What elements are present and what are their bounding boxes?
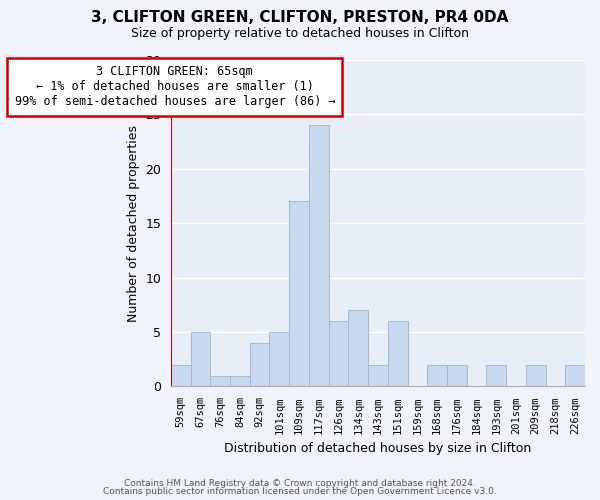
Text: 3 CLIFTON GREEN: 65sqm
← 1% of detached houses are smaller (1)
99% of semi-detac: 3 CLIFTON GREEN: 65sqm ← 1% of detached … — [14, 66, 335, 108]
X-axis label: Distribution of detached houses by size in Clifton: Distribution of detached houses by size … — [224, 442, 532, 455]
Text: Size of property relative to detached houses in Clifton: Size of property relative to detached ho… — [131, 28, 469, 40]
Text: Contains HM Land Registry data © Crown copyright and database right 2024.: Contains HM Land Registry data © Crown c… — [124, 478, 476, 488]
Bar — [388, 321, 407, 386]
Bar — [211, 376, 230, 386]
Bar — [349, 310, 368, 386]
Bar — [171, 364, 191, 386]
Y-axis label: Number of detached properties: Number of detached properties — [127, 124, 140, 322]
Bar — [230, 376, 250, 386]
Bar — [368, 364, 388, 386]
Bar — [269, 332, 289, 386]
Bar — [329, 321, 349, 386]
Bar — [447, 364, 467, 386]
Bar — [487, 364, 506, 386]
Text: Contains public sector information licensed under the Open Government Licence v3: Contains public sector information licen… — [103, 487, 497, 496]
Text: 3, CLIFTON GREEN, CLIFTON, PRESTON, PR4 0DA: 3, CLIFTON GREEN, CLIFTON, PRESTON, PR4 … — [91, 10, 509, 25]
Bar — [250, 343, 269, 386]
Bar — [565, 364, 585, 386]
Bar — [191, 332, 211, 386]
Bar — [289, 202, 309, 386]
Bar — [427, 364, 447, 386]
Bar — [309, 126, 329, 386]
Bar — [526, 364, 545, 386]
